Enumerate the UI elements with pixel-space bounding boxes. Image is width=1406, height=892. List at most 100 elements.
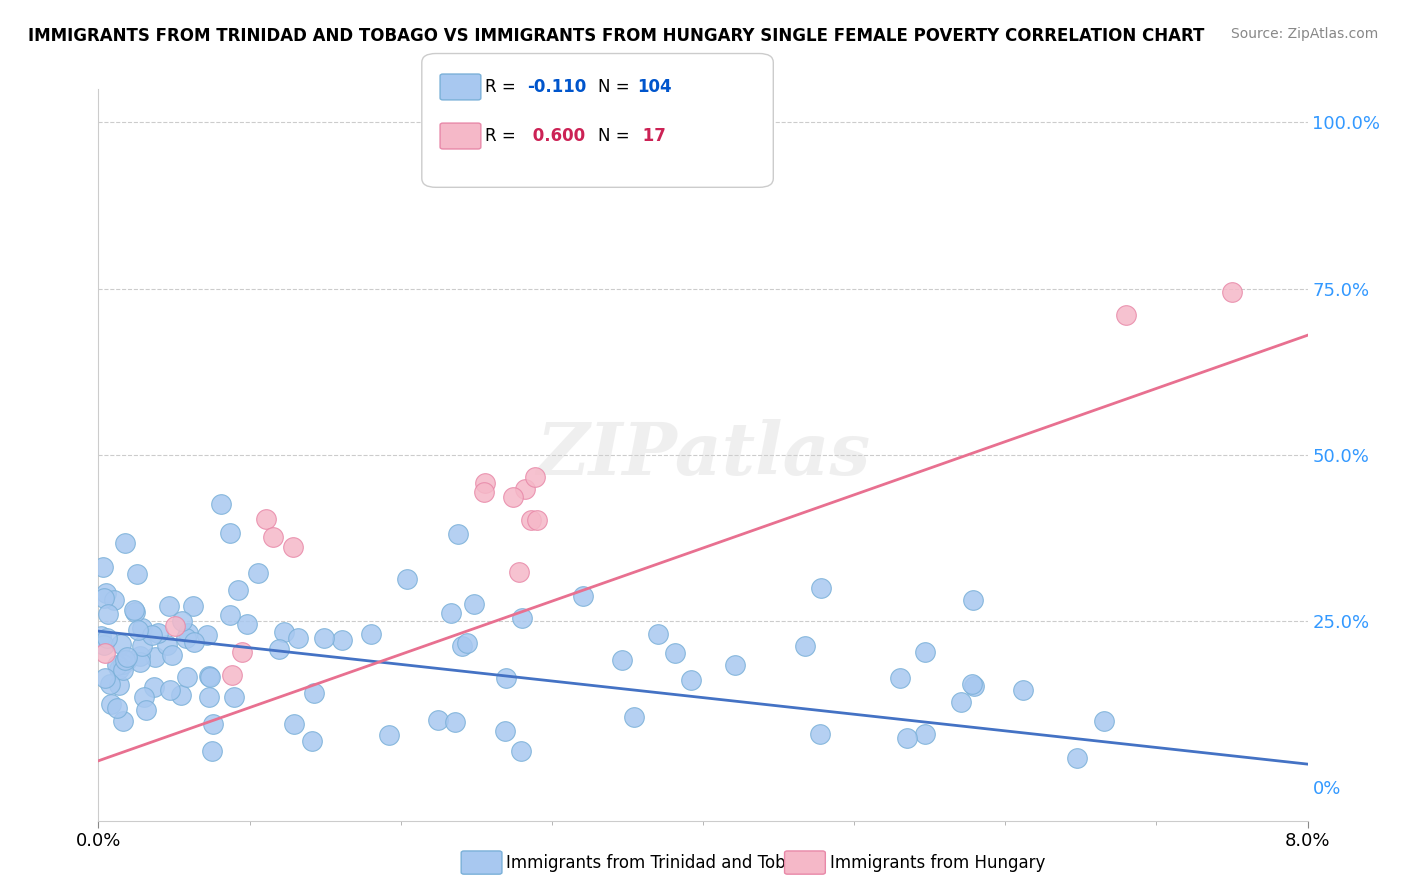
Point [962, 677, 984, 691]
Point [526, 513, 548, 527]
Text: 17: 17 [637, 128, 666, 145]
Point [262, 530, 284, 544]
Point [131, 621, 153, 635]
Point [94, 586, 117, 600]
Point [914, 645, 936, 659]
Point [222, 690, 245, 705]
Point [451, 639, 474, 653]
Point [111, 714, 134, 728]
Point [108, 678, 131, 692]
Point [572, 589, 595, 603]
Point [108, 662, 131, 676]
Text: R =: R = [485, 78, 522, 96]
Point [143, 649, 166, 664]
Point [360, 627, 382, 641]
Point [198, 670, 221, 684]
Point [209, 498, 232, 512]
Text: 0.600: 0.600 [527, 128, 585, 145]
Point [226, 582, 249, 597]
Point [122, 603, 145, 617]
Point [447, 526, 470, 541]
Point [170, 688, 193, 702]
Point [129, 655, 152, 669]
Point [962, 592, 984, 607]
Point [105, 701, 128, 715]
Point [159, 682, 181, 697]
Point [896, 731, 918, 745]
Point [114, 535, 136, 549]
Point [510, 610, 533, 624]
Point [91, 559, 114, 574]
Point [177, 626, 200, 640]
Point [160, 648, 183, 662]
Point [135, 703, 157, 717]
Point [124, 605, 146, 619]
Point [246, 566, 269, 580]
Point [472, 485, 495, 500]
Point [1066, 750, 1088, 764]
Point [129, 649, 152, 664]
Text: Source: ZipAtlas.com: Source: ZipAtlas.com [1230, 27, 1378, 41]
Point [495, 671, 517, 685]
Point [236, 616, 259, 631]
Text: 104: 104 [637, 78, 672, 96]
Point [612, 653, 634, 667]
Point [283, 717, 305, 731]
Point [110, 637, 132, 651]
Point [181, 599, 204, 613]
Point [963, 679, 986, 693]
Point [200, 744, 222, 758]
Point [443, 714, 465, 729]
Point [312, 631, 335, 645]
Text: Immigrants from Trinidad and Tobago: Immigrants from Trinidad and Tobago [506, 854, 817, 871]
Point [93, 639, 115, 653]
Point [195, 627, 218, 641]
Point [115, 650, 138, 665]
Point [520, 513, 543, 527]
Point [509, 744, 531, 758]
Point [111, 657, 134, 671]
Point [125, 567, 148, 582]
Point [141, 628, 163, 642]
Point [502, 491, 524, 505]
Point [494, 724, 516, 739]
Point [679, 673, 702, 687]
Point [1220, 285, 1243, 300]
Point [156, 638, 179, 652]
Point [889, 672, 911, 686]
Point [524, 470, 547, 484]
Point [949, 695, 972, 709]
Point [176, 670, 198, 684]
Point [174, 631, 197, 645]
Point [117, 653, 139, 667]
Point [201, 717, 224, 731]
Point [513, 482, 536, 496]
Point [221, 667, 243, 681]
Point [254, 511, 277, 525]
Point [172, 615, 194, 629]
Point [440, 606, 463, 620]
Point [98, 676, 121, 690]
Point [112, 663, 135, 677]
Point [131, 639, 153, 653]
Point [281, 541, 304, 555]
Point [914, 726, 936, 740]
Point [103, 593, 125, 607]
Point [664, 647, 686, 661]
Point [132, 690, 155, 704]
Point [93, 591, 115, 606]
Point [273, 624, 295, 639]
Point [157, 599, 180, 613]
Point [1115, 308, 1137, 322]
Point [794, 639, 817, 653]
Point [287, 632, 309, 646]
Point [105, 657, 128, 672]
Point [330, 632, 353, 647]
Point [142, 681, 165, 695]
Point [93, 671, 115, 685]
Point [127, 623, 149, 637]
Point [97, 607, 120, 621]
Point [114, 653, 136, 667]
Text: ZIPatlas: ZIPatlas [536, 419, 870, 491]
Point [1092, 714, 1115, 728]
